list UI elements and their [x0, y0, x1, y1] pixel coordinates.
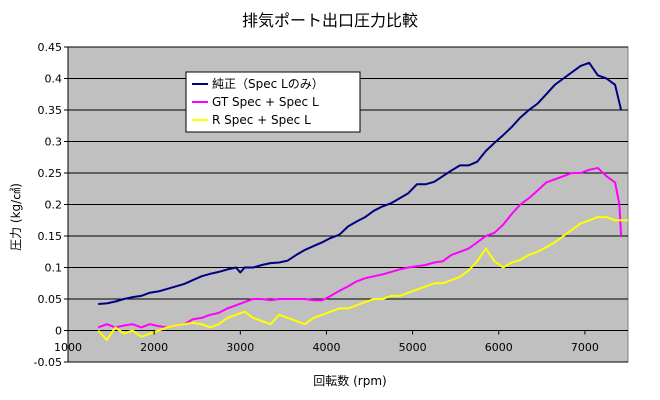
x-tick-label: 3000	[226, 341, 254, 354]
legend-label: GT Spec + Spec L	[212, 95, 319, 109]
x-tick-label: 2000	[140, 341, 168, 354]
x-tick-label: 7000	[571, 341, 599, 354]
y-tick-label: 0.35	[38, 104, 63, 117]
y-tick-label: 0.05	[38, 293, 63, 306]
x-tick-label: 6000	[485, 341, 513, 354]
y-tick-label: 0.25	[38, 167, 63, 180]
legend: 純正（Spec Lのみ） GT Spec + Spec L R Spec + Spe…	[185, 71, 361, 133]
y-tick-label: 0	[55, 325, 62, 338]
series-line-3	[97, 216, 628, 341]
legend-box	[185, 71, 361, 133]
y-tick-label: 0.15	[38, 230, 63, 243]
y-tick-label: 0.4	[45, 73, 63, 86]
x-axis-label: 回転数 (rpm)	[313, 373, 386, 388]
series-line-1	[98, 61, 623, 305]
legend-label: 純正（Spec Lのみ）	[212, 77, 324, 91]
series-lines	[97, 61, 628, 341]
y-tick-label: -0.05	[34, 356, 62, 369]
y-tick-label: 0.2	[45, 199, 63, 212]
chart-title: 排気ポート出口圧力比較	[242, 11, 418, 30]
series-line-2	[97, 167, 623, 329]
x-tick-label: 4000	[312, 341, 340, 354]
y-tick-label: 0.3	[45, 136, 63, 149]
tick-labels: -0.05 0 0.05 0.1 0.15 0.2 0.25 0.3 0.35 0.4 0.45 10…	[34, 41, 599, 369]
y-tick-label: 0.45	[38, 41, 63, 54]
y-axis-label: 圧力 (kg/㎠)	[9, 183, 23, 251]
legend-label: R Spec + Spec L	[212, 113, 311, 127]
x-tick-label: 5000	[399, 341, 427, 354]
x-tick-label: 1000	[54, 341, 82, 354]
y-tick-label: 0.1	[45, 262, 63, 275]
